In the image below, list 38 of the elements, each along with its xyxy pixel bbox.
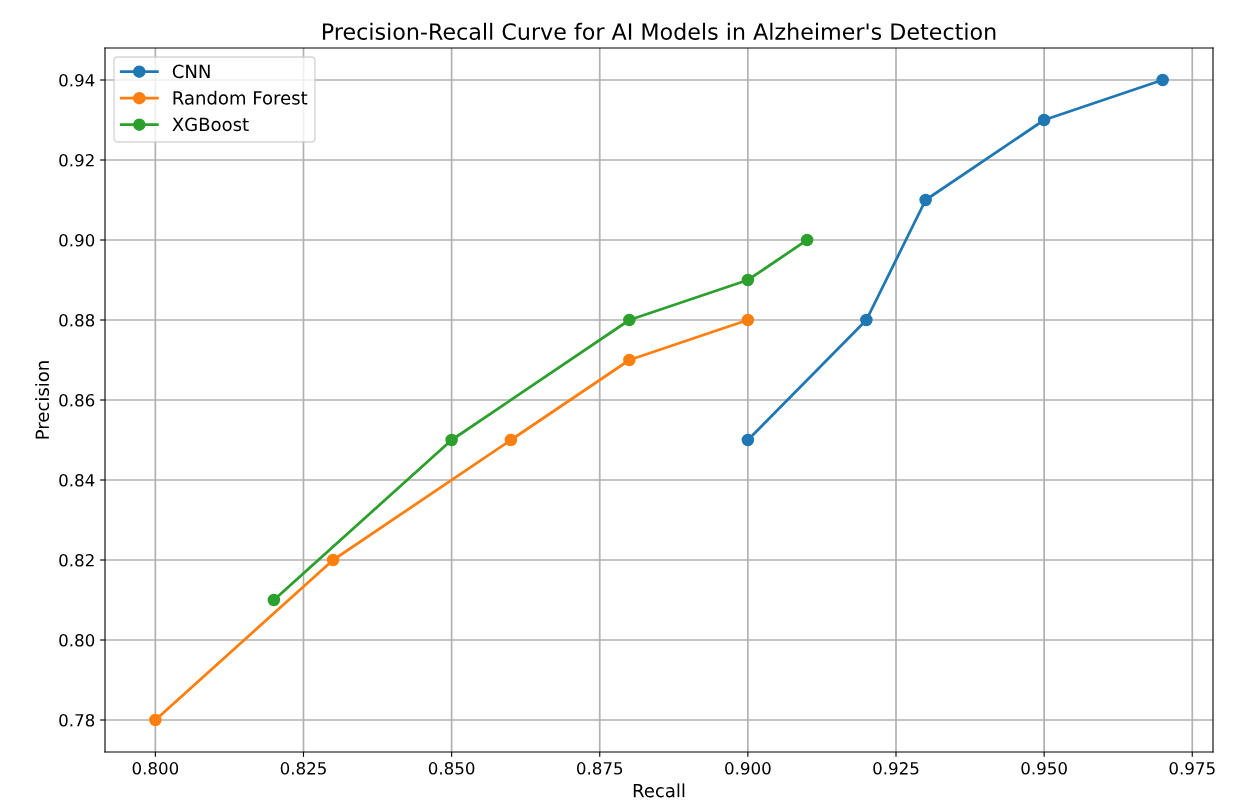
x-tick-label: 0.875 — [576, 762, 623, 775]
point — [1156, 73, 1169, 87]
y-tick-label: 0.82 — [59, 553, 94, 567]
x-tick-label: 0.975 — [1169, 762, 1215, 775]
point — [919, 193, 932, 207]
y-tick-label: 0.88 — [59, 313, 95, 327]
x-tick-label: 0.900 — [725, 762, 771, 775]
legend-label: XGBoost — [172, 117, 249, 132]
point — [326, 553, 340, 567]
y-axis-title: Precision — [35, 361, 50, 439]
y-tick-label: 0.80 — [59, 633, 95, 647]
chart-title: Precision-Recall Curve for AI Models in Alzheimer's Detection — [322, 22, 996, 40]
point — [504, 433, 518, 447]
point — [800, 233, 814, 247]
point — [741, 433, 755, 447]
x-tick-label: 0.950 — [1021, 762, 1067, 775]
point — [623, 353, 636, 367]
point — [860, 313, 873, 327]
y-tick-label: 0.90 — [59, 233, 95, 247]
point — [445, 433, 458, 447]
x-axis-title: Recall — [633, 783, 685, 798]
y-tick-label: 0.78 — [59, 713, 95, 727]
x-tick-label: 0.850 — [428, 762, 475, 775]
legend-label: Random Forest — [173, 90, 308, 105]
point — [149, 713, 162, 727]
y-tick-label: 0.84 — [59, 473, 95, 487]
legend-label: CNN — [172, 64, 210, 79]
x-tick-label: 0.800 — [132, 762, 179, 775]
point — [623, 313, 636, 327]
point — [741, 273, 755, 287]
y-tick-label: 0.94 — [59, 73, 95, 87]
point — [267, 593, 281, 607]
y-tick-label: 0.92 — [59, 153, 94, 167]
x-tick-label: 0.925 — [873, 762, 919, 775]
point — [1037, 113, 1051, 127]
y-tick-label: 0.86 — [59, 393, 95, 407]
point — [741, 313, 755, 327]
x-tick-label: 0.825 — [280, 762, 326, 775]
